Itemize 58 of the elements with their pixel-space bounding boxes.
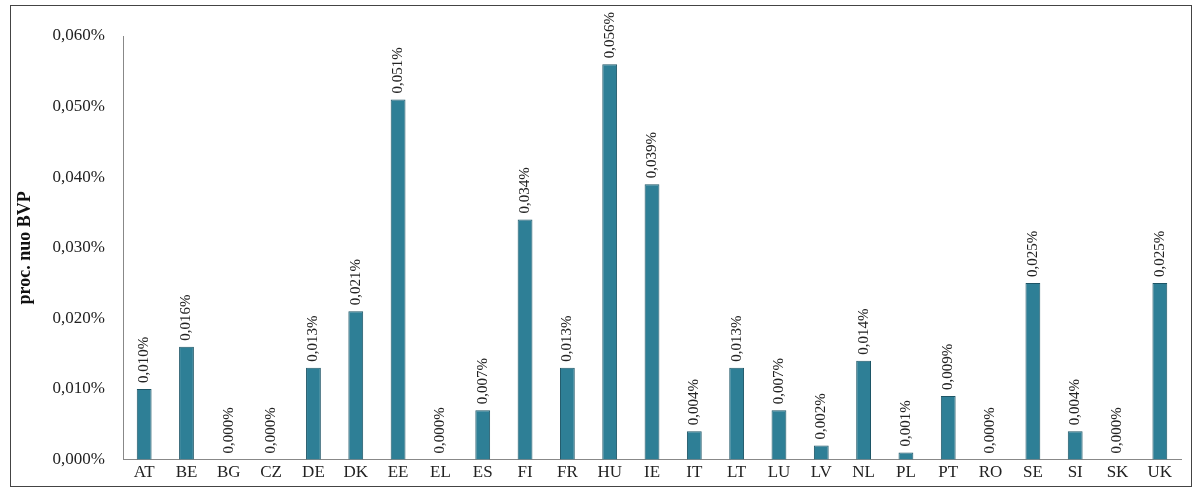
data-label: 0,025% bbox=[1150, 230, 1167, 278]
y-tick-label: 0,020% bbox=[52, 307, 106, 327]
data-label: 0,007% bbox=[769, 357, 786, 405]
data-label: 0,010% bbox=[135, 336, 152, 383]
data-label: 0,004% bbox=[1066, 379, 1083, 426]
data-label: 0,014% bbox=[854, 308, 871, 355]
y-axis-title: proc. nuo BVP bbox=[14, 191, 35, 305]
y-tick-label: 0,050% bbox=[52, 96, 106, 116]
data-label: 0,016% bbox=[177, 294, 194, 341]
x-tick-label: SE bbox=[1022, 462, 1043, 482]
data-label: 0,007% bbox=[473, 357, 490, 405]
x-tick-label: IE bbox=[643, 462, 661, 482]
x-tick-label: SK bbox=[1106, 462, 1130, 482]
x-tick-label: ES bbox=[472, 462, 493, 482]
data-label: 0,013% bbox=[558, 315, 575, 362]
data-label: 0,009% bbox=[939, 343, 956, 391]
x-tick-label: FR bbox=[556, 462, 579, 482]
data-label: 0,056% bbox=[600, 11, 617, 59]
y-tick-label: 0,000% bbox=[52, 449, 106, 469]
x-tick-label: RO bbox=[978, 462, 1003, 482]
data-label: 0,013% bbox=[727, 315, 744, 362]
x-tick-label: PL bbox=[896, 462, 916, 482]
x-tick-label: EE bbox=[387, 462, 409, 482]
x-tick-label: DE bbox=[302, 462, 325, 482]
data-label: 0,013% bbox=[304, 315, 321, 362]
x-tick-label: SI bbox=[1067, 462, 1084, 482]
data-label: 0,000% bbox=[1108, 407, 1125, 454]
x-tick-label: BE bbox=[175, 462, 198, 482]
y-tick-label: 0,060% bbox=[52, 25, 106, 45]
data-label: 0,034% bbox=[515, 167, 532, 214]
x-tick-label: IT bbox=[686, 462, 703, 482]
x-tick-label: NL bbox=[852, 462, 875, 482]
data-label: 0,000% bbox=[981, 407, 998, 454]
x-tick-label: DK bbox=[343, 462, 369, 482]
data-label: 0,002% bbox=[812, 393, 829, 440]
y-tick-label: 0,010% bbox=[52, 378, 106, 398]
x-tick-label: PT bbox=[938, 462, 959, 482]
x-tick-label: EL bbox=[430, 462, 451, 482]
x-tick-label: AT bbox=[133, 462, 156, 482]
data-label: 0,039% bbox=[642, 132, 659, 179]
y-tick-label: 0,030% bbox=[52, 237, 106, 257]
x-tick-label: BG bbox=[217, 462, 241, 482]
x-tick-label: UK bbox=[1147, 462, 1173, 482]
y-tick-label: 0,040% bbox=[52, 166, 106, 186]
data-label: 0,004% bbox=[685, 379, 702, 426]
x-tick-label: FI bbox=[517, 462, 533, 482]
data-label: 0,000% bbox=[219, 407, 236, 454]
x-tick-label: CZ bbox=[260, 462, 282, 482]
x-tick-label: LV bbox=[810, 462, 833, 482]
x-tick-label: LT bbox=[727, 462, 747, 482]
data-label: 0,000% bbox=[262, 407, 279, 454]
x-tick-label: HU bbox=[597, 462, 622, 482]
data-label: 0,025% bbox=[1023, 230, 1040, 278]
data-label: 0,051% bbox=[389, 47, 406, 94]
data-label: 0,000% bbox=[431, 407, 448, 454]
data-label: 0,021% bbox=[346, 259, 363, 306]
data-label: 0,001% bbox=[896, 400, 913, 447]
x-tick-label: LU bbox=[767, 462, 791, 482]
